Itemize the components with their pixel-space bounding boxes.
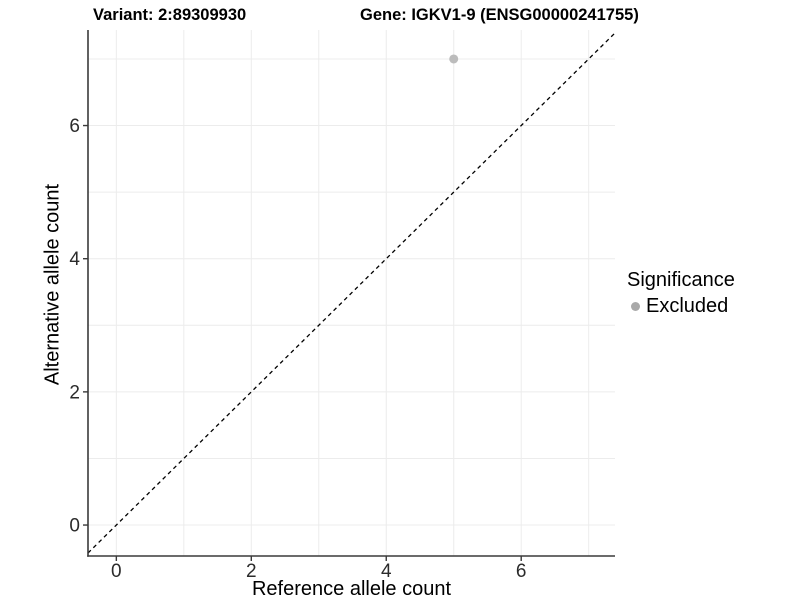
variant-title: Variant: 2:89309930 — [93, 6, 247, 24]
x-tick-label: 0 — [111, 561, 122, 582]
y-tick-label: 6 — [69, 116, 80, 137]
legend-title: Significance — [627, 269, 735, 291]
data-point — [449, 54, 459, 64]
gene-title: Gene: IGKV1-9 (ENSG00000241755) — [360, 6, 639, 24]
y-tick-label: 4 — [69, 249, 80, 270]
x-tick-label: 2 — [246, 561, 257, 582]
identity-dashed-line — [87, 32, 616, 554]
y-axis-label: Alternative allele count — [41, 183, 64, 386]
legend-item-label: Excluded — [646, 295, 729, 317]
legend: Significance Excluded — [627, 268, 735, 319]
x-axis-label: Reference allele count — [251, 578, 451, 600]
y-tick-label: 0 — [69, 516, 80, 537]
legend-item-excluded: Excluded — [627, 294, 735, 319]
x-tick-label: 6 — [516, 561, 527, 582]
y-tick-label: 2 — [69, 382, 80, 403]
legend-point-icon — [631, 302, 640, 311]
x-tick-label: 4 — [381, 561, 392, 582]
